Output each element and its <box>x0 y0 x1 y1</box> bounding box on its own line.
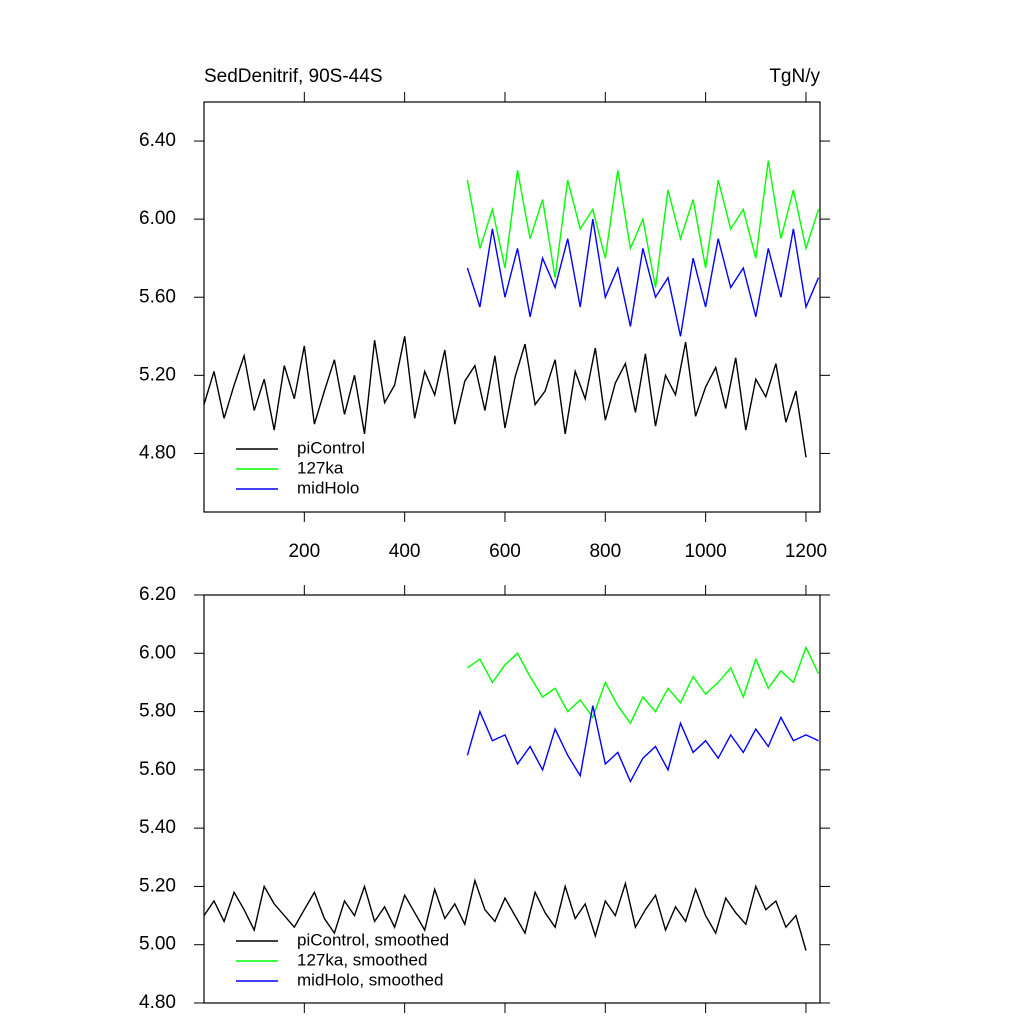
units-label: TgN/y <box>769 66 820 87</box>
legend-label: midHolo <box>297 478 359 497</box>
series-line <box>203 878 807 951</box>
y-tick-label: 6.20 <box>139 584 176 605</box>
legend-label: 127ka <box>297 458 344 477</box>
y-tick-label: 4.80 <box>139 442 176 463</box>
y-tick-label: 5.20 <box>139 875 176 896</box>
y-tick-label: 5.40 <box>139 817 176 838</box>
plot-frame <box>203 594 821 1004</box>
legend-label: piControl, smoothed <box>297 930 449 949</box>
y-tick-label: 4.80 <box>139 992 176 1013</box>
chart-title: SedDenitrif, 90S-44S <box>204 66 383 87</box>
y-tick-label: 5.60 <box>139 759 176 780</box>
series-line <box>466 645 820 725</box>
x-tick-label: 1200 <box>785 541 827 562</box>
y-tick-label: 5.20 <box>139 364 176 385</box>
plot-frame <box>203 101 821 513</box>
y-tick-label: 6.00 <box>139 642 176 663</box>
series-line <box>466 218 820 337</box>
x-tick-label: 1000 <box>684 541 726 562</box>
y-tick-label: 6.40 <box>139 130 176 151</box>
y-tick-label: 5.80 <box>139 701 176 722</box>
y-tick-label: 5.60 <box>139 286 176 307</box>
y-tick-label: 6.00 <box>139 208 176 229</box>
series-line <box>203 336 807 458</box>
x-tick-label: 400 <box>389 541 421 562</box>
series-line <box>466 160 820 288</box>
legend-label: piControl <box>297 438 365 457</box>
legend-label: 127ka, smoothed <box>297 950 427 969</box>
legend-label: midHolo, smoothed <box>297 970 443 989</box>
x-tick-label: 800 <box>589 541 621 562</box>
y-tick-label: 5.00 <box>139 934 176 955</box>
x-tick-label: 200 <box>288 541 320 562</box>
x-tick-label: 600 <box>489 541 521 562</box>
series-line <box>466 705 819 784</box>
